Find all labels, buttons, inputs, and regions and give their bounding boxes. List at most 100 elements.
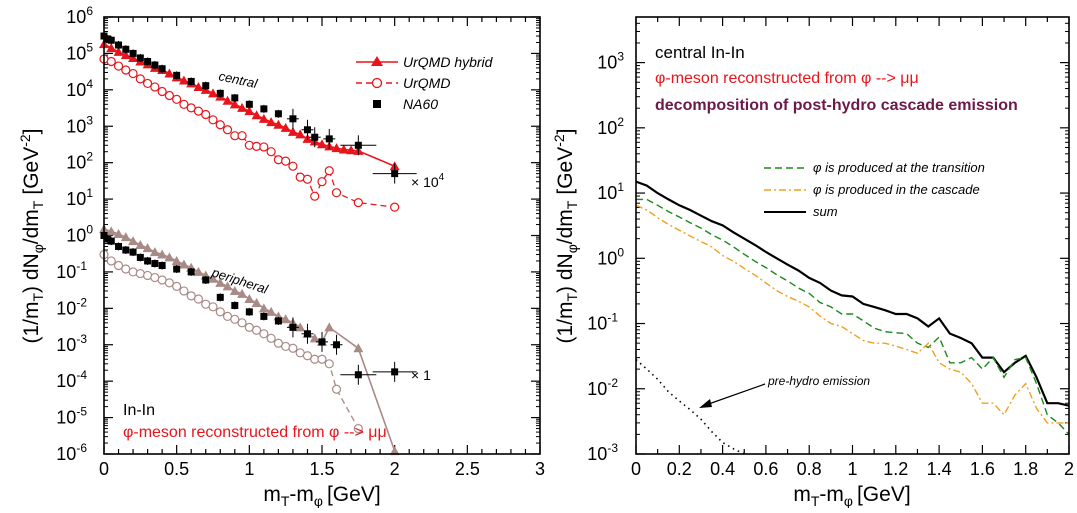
urqmd-marker-central xyxy=(121,65,131,75)
urqmd-marker-central xyxy=(193,106,204,116)
hybrid-marker-peripheral xyxy=(229,285,240,295)
right-y-axis-title: (1/mT) dNφ/dmT[GeV-2] xyxy=(551,128,580,343)
urqmd-marker-central xyxy=(150,82,160,92)
na60-marker-peripheral xyxy=(354,371,362,379)
left-xlabel-sub2: φ xyxy=(314,493,323,508)
na60-marker-central xyxy=(231,94,239,102)
na60-marker-central xyxy=(187,77,195,85)
right-ylabel-close: ] xyxy=(554,128,577,134)
hybrid-marker-central xyxy=(295,129,306,139)
na60-marker-peripheral xyxy=(260,312,268,320)
na60-marker-peripheral xyxy=(231,301,239,309)
right-x-tick-label: 1 xyxy=(847,459,857,479)
urqmd-marker-central xyxy=(186,103,196,113)
urqmd-marker-central xyxy=(208,115,218,125)
left-x-tick-label: 1 xyxy=(244,459,254,479)
left-tick-labels: 0 0.5 1 1.5 2 2.5 310-610-510-410-310-210-1100… xyxy=(56,4,545,479)
left-x-tick-label: 1.5 xyxy=(309,459,334,479)
scale-factor-peripheral: × 1 xyxy=(411,367,431,383)
na60-marker-central xyxy=(136,54,144,62)
right-plot-frame xyxy=(635,16,1070,455)
urqmd-marker-peripheral xyxy=(317,354,327,364)
right-xlabel-unit: [GeV] xyxy=(857,483,911,506)
right-y-tick-label-exp: -1 xyxy=(607,311,618,325)
left-xlabel-mid: -m xyxy=(289,483,314,506)
left-y-tick-label-exp: -3 xyxy=(76,332,87,346)
urqmd-marker-peripheral xyxy=(288,343,298,353)
left-y-tick-label: 10-6 xyxy=(56,441,87,464)
hybrid-marker-central xyxy=(331,143,342,153)
left-y-tick-label-base: 10 xyxy=(56,371,76,391)
right-xlabel-sub1: T xyxy=(811,493,820,508)
urqmd-marker-central xyxy=(143,78,153,89)
urqmd-marker-peripheral xyxy=(230,314,240,324)
na60-marker-central xyxy=(303,126,311,134)
left-y-tick-label-base: 10 xyxy=(56,444,76,464)
left-y-tick-label-base: 10 xyxy=(66,116,86,136)
left-ylabel-pre: (1/m xyxy=(20,302,43,344)
right-y-tick-label-exp: -2 xyxy=(607,376,618,390)
left-y-tick-label-base: 10 xyxy=(66,153,86,173)
left-y-tick-label: 10-5 xyxy=(56,405,87,428)
left-y-tick-label-exp: 2 xyxy=(86,150,93,164)
na60-marker-peripheral xyxy=(187,268,195,276)
right-x-tick-label: 0.2 xyxy=(667,459,692,479)
na60-marker-peripheral xyxy=(303,330,311,338)
urqmd-marker-central xyxy=(310,191,320,201)
right-ylabel-mid2: /dm xyxy=(554,209,577,244)
na60-marker-central xyxy=(354,141,362,149)
right-x-tick-label: 0.6 xyxy=(753,459,778,479)
legend-urqmd-marker xyxy=(371,77,383,89)
urqmd-marker-peripheral xyxy=(324,359,334,369)
urqmd-marker-central xyxy=(237,131,247,141)
urqmd-marker-central xyxy=(281,156,291,166)
left-y-tick-label-base: 10 xyxy=(66,226,86,246)
urqmd-marker-central xyxy=(215,120,225,130)
na60-marker-central xyxy=(311,133,319,141)
right-y-tick-label-exp: 1 xyxy=(617,180,624,194)
left-ylabel-unit: [GeV xyxy=(20,147,43,195)
hybrid-marker-central xyxy=(193,81,204,91)
na60-marker-peripheral xyxy=(318,338,326,346)
na60-marker-central xyxy=(173,71,181,79)
na60-marker-peripheral xyxy=(202,276,210,284)
right-y-tick-label: 10-1 xyxy=(587,311,618,334)
hybrid-marker-central xyxy=(244,106,255,116)
hybrid-marker-central xyxy=(222,95,233,105)
hybrid-marker-central xyxy=(164,68,175,78)
na60-marker-peripheral xyxy=(136,253,144,261)
right-y-tick-label-exp: 2 xyxy=(617,115,624,129)
urqmd-marker-central xyxy=(353,198,363,208)
na60-marker-central xyxy=(260,105,268,113)
urqmd-marker-peripheral xyxy=(252,325,262,335)
right-y-tick-label: 102 xyxy=(597,115,624,138)
urqmd-marker-central xyxy=(201,109,211,120)
hybrid-marker-peripheral xyxy=(157,249,168,259)
right-y-tick-label: 101 xyxy=(597,180,624,203)
left-panel: 0 0.5 1 1.5 2 2.5 310-610-510-410-310-210-1100… xyxy=(17,4,545,509)
na60-marker-peripheral xyxy=(122,246,130,254)
right-y-tick-label-base: 10 xyxy=(597,53,617,73)
left-y-tick-label: 10-3 xyxy=(56,332,87,355)
hybrid-marker-peripheral xyxy=(178,259,189,269)
right-y-tick-label-base: 10 xyxy=(597,248,617,268)
urqmd-marker-central xyxy=(179,99,189,109)
right-x-tick-label: 1.2 xyxy=(883,459,908,479)
left-ylabel-exp: -2 xyxy=(17,134,33,147)
hybrid-marker-peripheral xyxy=(251,298,262,308)
right-y-tick-label: 100 xyxy=(597,245,624,268)
hybrid-marker-peripheral xyxy=(324,322,335,332)
na60-marker-central xyxy=(104,35,112,43)
urqmd-marker-peripheral xyxy=(302,351,313,361)
right-y-tick-label: 10-3 xyxy=(587,441,618,464)
hybrid-marker-peripheral xyxy=(258,303,269,313)
na60-marker-central xyxy=(122,45,130,53)
hybrid-marker-peripheral xyxy=(113,228,124,238)
urqmd-marker-central xyxy=(222,125,233,135)
left-y-tick-label-base: 10 xyxy=(56,298,76,318)
left-y-tick-label: 103 xyxy=(66,113,93,136)
urqmd-marker-central xyxy=(259,142,269,152)
na60-marker-central xyxy=(144,57,152,65)
